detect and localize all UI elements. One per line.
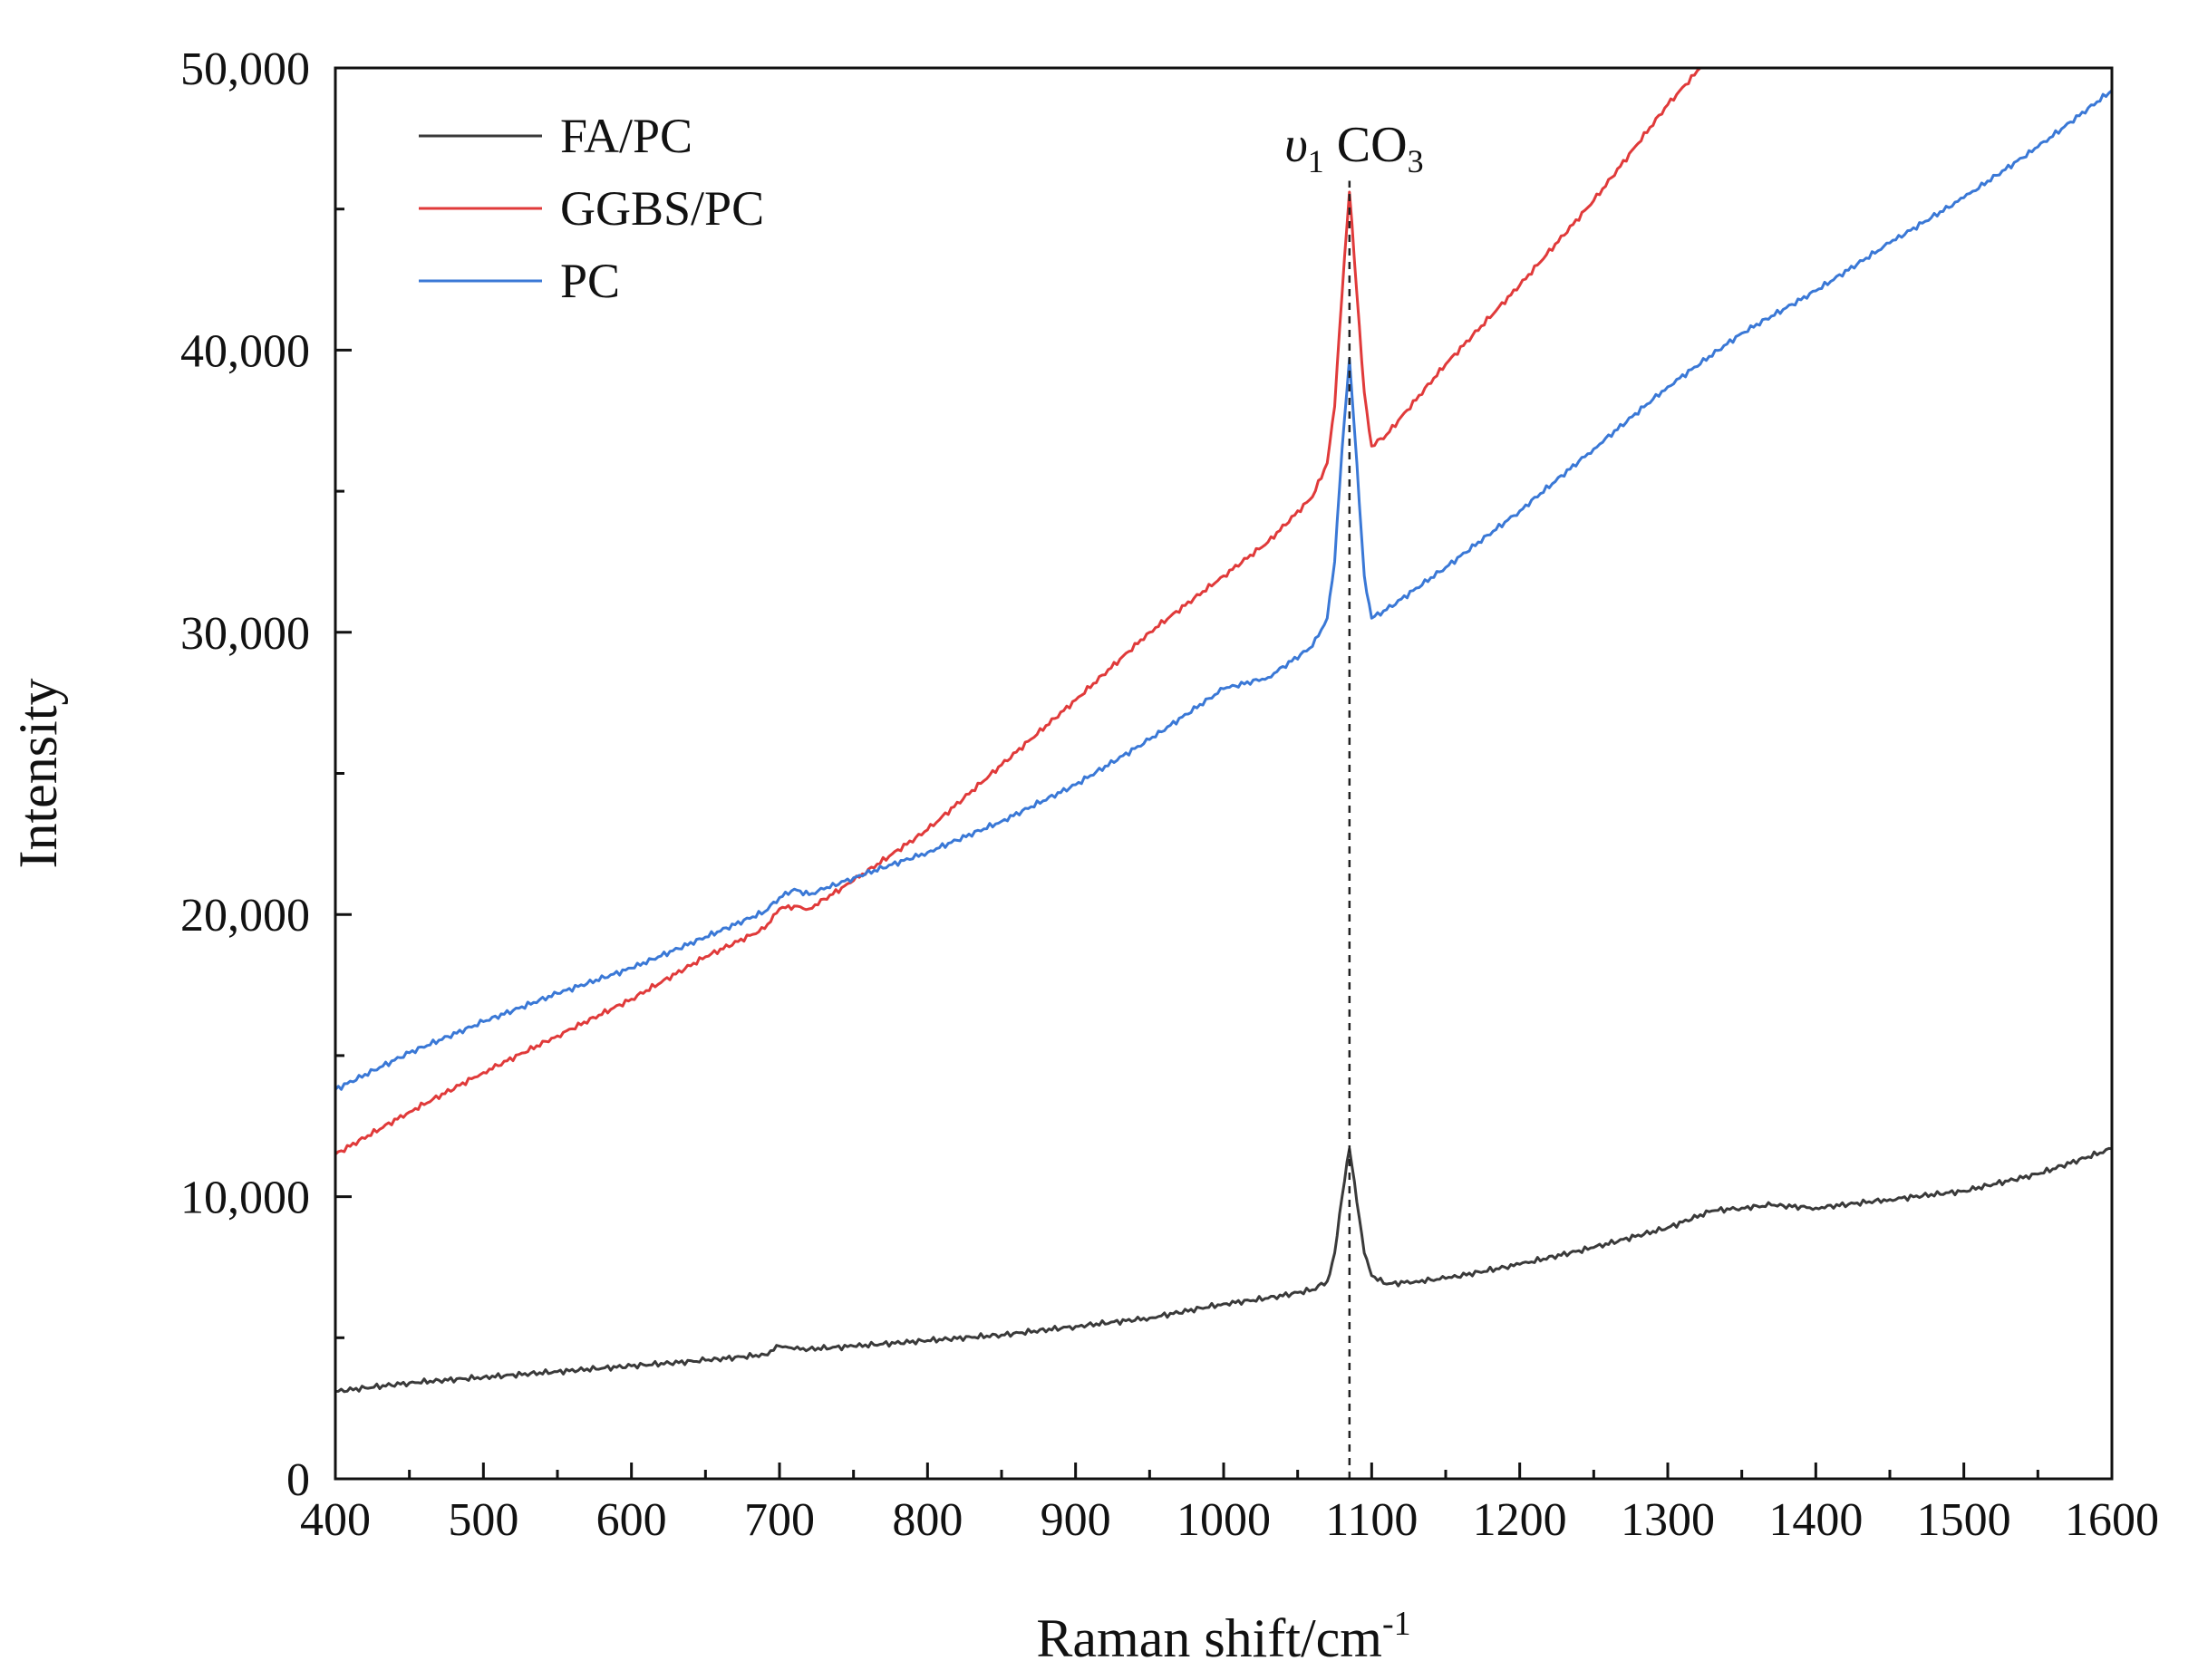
peak-label-species-sub: 3 — [1408, 143, 1424, 179]
legend-label: PC — [560, 254, 620, 308]
x-tick-label: 1500 — [1917, 1494, 2011, 1546]
x-tick-label: 500 — [448, 1494, 518, 1546]
x-axis: 400 500 600 700 800 900 1000 1100 1200 1300 1400 15… — [300, 1463, 2159, 1546]
x-tick-label: 1300 — [1621, 1494, 1715, 1546]
y-tick-label: 40,000 — [180, 325, 310, 377]
legend-label: FA/PC — [560, 109, 692, 163]
x-tick-label: 700 — [744, 1494, 815, 1546]
peak-label-species: CO — [1337, 117, 1408, 173]
y-axis-title: Intensity — [8, 679, 68, 869]
x-tick-label: 600 — [596, 1494, 667, 1546]
peak-label: υ1 CO3 — [1284, 117, 1424, 179]
y-tick-label: 0 — [286, 1454, 310, 1506]
y-tick-label: 30,000 — [180, 608, 310, 660]
x-tick-label: 1400 — [1768, 1494, 1863, 1546]
y-axis: 0 10,000 20,000 30,000 40,000 50,000 — [180, 43, 352, 1506]
peak-label-mode: υ — [1284, 117, 1308, 173]
y-tick-label: 50,000 — [180, 43, 310, 95]
x-tick-label: 400 — [300, 1494, 371, 1546]
legend: FA/PC GGBS/PC PC — [419, 109, 764, 308]
y-tick-label: 10,000 — [180, 1173, 310, 1224]
x-axis-title-main: Raman shift/cm — [1036, 1608, 1382, 1668]
y-tick-label: 20,000 — [180, 890, 310, 941]
x-tick-label: 1200 — [1473, 1494, 1567, 1546]
series-line-pc — [335, 89, 2112, 1091]
x-tick-label: 800 — [892, 1494, 963, 1546]
x-tick-label: 1600 — [2065, 1494, 2159, 1546]
peak-label-mode-sub: 1 — [1308, 143, 1324, 179]
series-line-fa-pc — [335, 1146, 2112, 1394]
x-tick-label: 900 — [1041, 1494, 1111, 1546]
x-axis-title: Raman shift/cm-1 — [1036, 1605, 1410, 1668]
legend-label: GGBS/PC — [560, 181, 764, 236]
x-tick-label: 1000 — [1176, 1494, 1271, 1546]
x-axis-title-superscript: -1 — [1382, 1605, 1411, 1643]
x-tick-label: 1100 — [1325, 1494, 1418, 1546]
series-line-ggbs-pc — [335, 68, 1701, 1156]
series-layer — [335, 68, 2112, 1394]
